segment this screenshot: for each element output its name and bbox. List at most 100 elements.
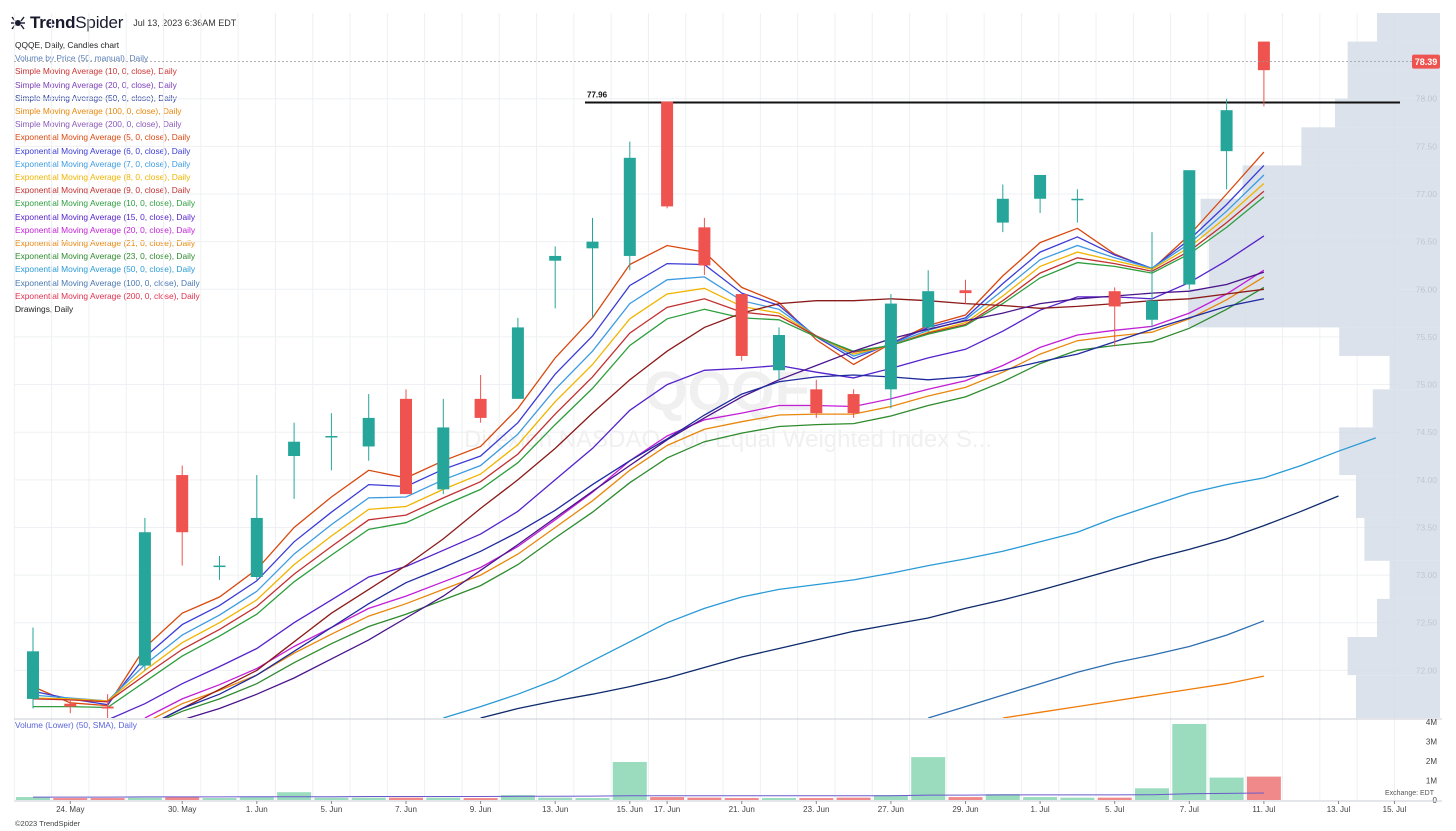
candle-body[interactable]	[511, 327, 524, 399]
candle-body[interactable]	[1220, 110, 1233, 152]
volume-bar[interactable]	[873, 795, 908, 800]
moving-average-line[interactable]	[443, 437, 1377, 718]
candle-body[interactable]	[101, 706, 114, 709]
volume-sma-line[interactable]	[33, 792, 1264, 798]
legend-item[interactable]: Exponential Moving Average (9, 0, close)…	[15, 185, 191, 196]
moving-average-line[interactable]	[182, 271, 1265, 720]
volume-bar[interactable]	[1172, 723, 1207, 800]
volume-bar[interactable]	[1209, 777, 1244, 800]
volume-legend[interactable]: Volume (Lower) (50, SMA), Daily	[15, 720, 137, 730]
volume-bar[interactable]	[463, 798, 498, 800]
candle-body[interactable]	[325, 436, 338, 438]
volume-bar[interactable]	[538, 797, 573, 800]
moving-average-line[interactable]	[145, 286, 1265, 727]
candle-body[interactable]	[1071, 198, 1084, 201]
candle-body[interactable]	[288, 441, 301, 457]
volume-bar[interactable]	[1060, 797, 1095, 800]
volume-bar[interactable]	[762, 798, 796, 800]
volume-bar[interactable]	[277, 792, 312, 800]
candle-body[interactable]	[996, 198, 1009, 223]
candle-body[interactable]	[623, 157, 636, 256]
volume-bar[interactable]	[650, 797, 685, 800]
moving-average-line[interactable]	[480, 495, 1339, 718]
candle-body[interactable]	[213, 565, 226, 568]
volume-bar[interactable]	[724, 798, 759, 800]
candle-body[interactable]	[661, 101, 674, 207]
volume-bar[interactable]	[202, 798, 237, 800]
volume-bar[interactable]	[799, 798, 834, 800]
candle-body[interactable]	[1034, 174, 1047, 199]
moving-average-line[interactable]	[1002, 675, 1265, 718]
candle-body[interactable]	[176, 475, 189, 533]
moving-average-line[interactable]	[33, 196, 1265, 709]
candle-body[interactable]	[549, 255, 562, 261]
volume-bar[interactable]	[500, 795, 535, 800]
volume-bar[interactable]	[1023, 797, 1058, 800]
legend-item[interactable]: Exponential Moving Average (5, 0, close)…	[15, 132, 191, 143]
candle-body[interactable]	[884, 303, 897, 390]
candle-body[interactable]	[586, 241, 599, 249]
volume-bar[interactable]	[948, 797, 983, 800]
candle-body[interactable]	[1146, 300, 1158, 320]
moving-average-line[interactable]	[32, 151, 1265, 707]
legend-item[interactable]: Exponential Moving Average (23, 0, close…	[15, 251, 196, 262]
volume-bar[interactable]	[90, 798, 125, 800]
candle-body[interactable]	[138, 532, 151, 666]
candle-body[interactable]	[1108, 291, 1121, 307]
volume-bar[interactable]	[985, 794, 1020, 800]
candle-body[interactable]	[250, 517, 263, 577]
legend-item[interactable]: Exponential Moving Average (200, 0, clos…	[15, 290, 200, 301]
legend-item[interactable]: Simple Moving Average (50, 0, close), Da…	[15, 92, 177, 103]
volume-bar[interactable]	[836, 797, 871, 800]
candle-body[interactable]	[1257, 41, 1270, 71]
moving-average-line[interactable]	[32, 183, 1265, 702]
legend-item[interactable]: Exponential Moving Average (8, 0, close)…	[15, 172, 191, 183]
moving-average-line[interactable]	[928, 620, 1265, 718]
moving-average-line[interactable]	[145, 288, 1264, 727]
moving-average-line[interactable]	[145, 276, 1265, 723]
legend-item[interactable]: Exponential Moving Average (21, 0, close…	[15, 238, 196, 249]
legend-item[interactable]: Volume by Price (50, manual), Daily	[15, 53, 149, 64]
candle-body[interactable]	[773, 335, 785, 371]
legend-item[interactable]: Simple Moving Average (10, 0, close), Da…	[15, 66, 177, 77]
legend-item[interactable]: Exponential Moving Average (7, 0, close)…	[15, 158, 191, 169]
candle-body[interactable]	[400, 398, 412, 495]
volume-bar[interactable]	[1097, 797, 1132, 800]
moving-average-line[interactable]	[32, 190, 1265, 703]
legend-item[interactable]: Exponential Moving Average (100, 0, clos…	[15, 277, 200, 288]
volume-bar[interactable]	[165, 797, 200, 800]
candle-body[interactable]	[959, 290, 972, 294]
candle-body[interactable]	[64, 703, 77, 707]
volume-bar[interactable]	[426, 797, 461, 800]
legend-item[interactable]: Exponential Moving Average (50, 0, close…	[15, 264, 196, 275]
candle-body[interactable]	[362, 417, 375, 447]
volume-bar[interactable]	[314, 797, 349, 800]
volume-bar[interactable]	[612, 761, 647, 800]
legend-item[interactable]: Exponential Moving Average (6, 0, close)…	[15, 145, 191, 156]
moving-average-line[interactable]	[32, 164, 1265, 706]
candle-body[interactable]	[735, 294, 748, 356]
legend-item[interactable]: Drawings, Daily	[15, 304, 74, 315]
volume-bar[interactable]	[351, 797, 386, 800]
volume-bar[interactable]	[1135, 788, 1169, 800]
volume-bar[interactable]	[687, 797, 722, 800]
volume-bar[interactable]	[53, 798, 88, 800]
candle-body[interactable]	[27, 651, 39, 699]
moving-average-line[interactable]	[145, 298, 1265, 728]
candle-body[interactable]	[847, 394, 860, 414]
legend-item[interactable]: Simple Moving Average (200, 0, close), D…	[15, 119, 182, 130]
legend-item[interactable]: Simple Moving Average (100, 0, close), D…	[15, 106, 182, 117]
candle-body[interactable]	[922, 291, 935, 328]
volume-bar[interactable]	[239, 797, 274, 800]
legend-item[interactable]: Simple Moving Average (20, 0, close), Da…	[15, 79, 177, 90]
candle-body[interactable]	[474, 398, 487, 418]
legend-item[interactable]: Exponential Moving Average (10, 0, close…	[15, 198, 196, 209]
volume-bar[interactable]	[1246, 776, 1281, 800]
moving-average-line[interactable]	[32, 174, 1265, 702]
volume-bar[interactable]	[127, 797, 162, 800]
volume-bar[interactable]	[16, 797, 50, 800]
candle-body[interactable]	[810, 389, 823, 414]
candle-body[interactable]	[698, 227, 711, 266]
legend-chart-title[interactable]: QQQE, Daily, Candles chart	[15, 40, 120, 50]
